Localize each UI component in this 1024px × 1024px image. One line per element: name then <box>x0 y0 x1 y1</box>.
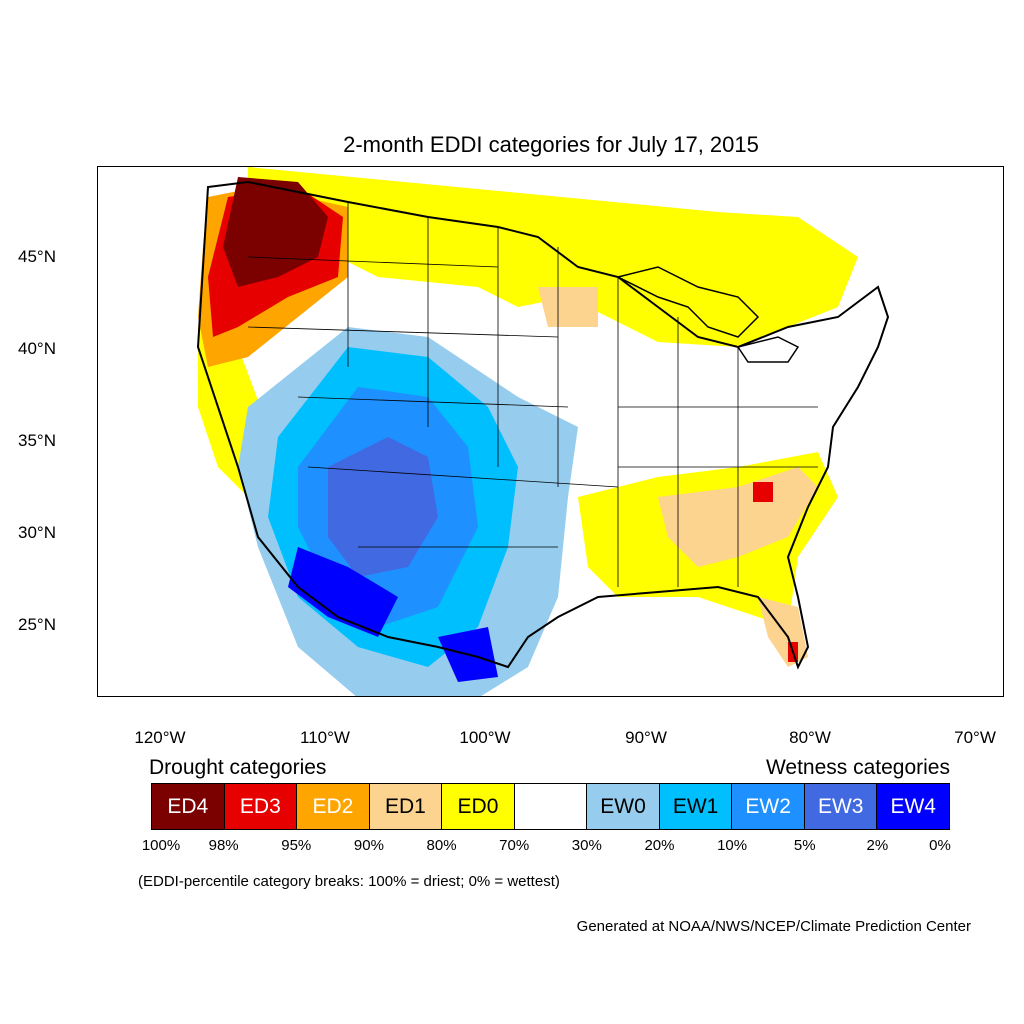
lat-label: 30°N <box>18 523 56 542</box>
lon-label: 90°W <box>625 728 667 747</box>
credit-text: Generated at NOAA/NWS/NCEP/Climate Predi… <box>576 918 971 935</box>
break-label: 0% <box>929 837 951 854</box>
legend-box: EW4 <box>877 784 950 829</box>
category-legend: ED4 ED3 ED2 ED1 ED0 EW0 EW1 EW2 EW3 EW4 <box>151 783 950 830</box>
break-label: 20% <box>644 837 675 854</box>
ed1-north-region <box>538 287 598 327</box>
break-label: 98% <box>208 837 239 854</box>
lon-label: 110°W <box>300 728 350 747</box>
breaks-note: (EDDI-percentile category breaks: 100% =… <box>138 873 560 890</box>
category-fills <box>198 167 858 696</box>
break-label: 90% <box>353 837 384 854</box>
break-label: 5% <box>793 837 816 854</box>
wetness-heading: Wetness categories <box>765 756 950 779</box>
break-label: 2% <box>866 837 889 854</box>
legend-box: ED2 <box>297 784 370 829</box>
break-label: 10% <box>717 837 748 854</box>
state-lines <box>247 202 818 587</box>
legend-box: ED3 <box>224 784 298 829</box>
lat-label: 45°N <box>18 247 56 266</box>
break-label: 95% <box>281 837 312 854</box>
great-lakes <box>615 266 800 363</box>
legend-box: EW1 <box>659 784 733 829</box>
lon-label: 70°W <box>954 728 996 747</box>
ew3-central-region <box>328 437 438 577</box>
legend-box: ED0 <box>442 784 515 829</box>
legend-box: EW0 <box>587 784 660 829</box>
break-label: 70% <box>499 837 530 854</box>
lat-label: 35°N <box>18 431 56 450</box>
boundaries <box>196 180 890 670</box>
lon-label: 120°W <box>134 728 186 747</box>
drought-heading: Drought categories <box>149 756 327 779</box>
break-label: 30% <box>571 837 602 854</box>
legend-box: EW3 <box>804 784 878 829</box>
legend-box <box>514 784 588 829</box>
ew4-southwest-region <box>288 547 398 637</box>
lat-label: 25°N <box>18 615 56 634</box>
legend-box: ED4 <box>152 784 225 829</box>
map-canvas <box>196 167 890 696</box>
map-title: 2-month EDDI categories for July 17, 201… <box>343 132 759 157</box>
lat-label: 40°N <box>18 339 56 358</box>
ed3-carolina-spot <box>753 482 773 502</box>
break-label: 100% <box>141 837 181 854</box>
lon-label: 100°W <box>459 728 511 747</box>
legend-box: ED1 <box>369 784 443 829</box>
legend-box: EW2 <box>732 784 805 829</box>
eddi-map <box>97 166 1004 697</box>
lon-label: 80°W <box>789 728 831 747</box>
break-label: 80% <box>426 837 457 854</box>
